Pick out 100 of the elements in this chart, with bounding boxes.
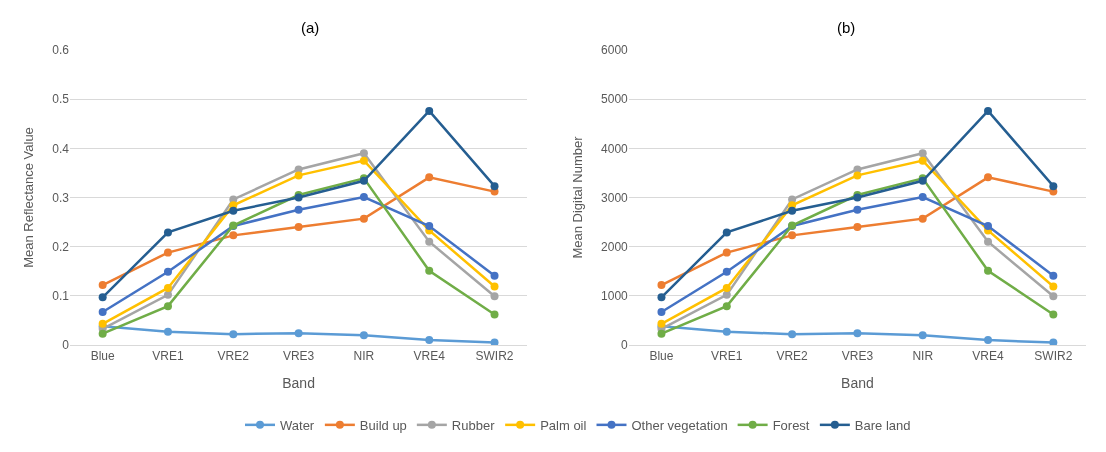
point [490,182,499,191]
point [425,237,434,246]
point [853,171,862,180]
y-tick-label: 0.1 [52,289,70,304]
point [657,329,666,338]
point [490,338,499,345]
point [98,293,107,302]
y-tick-label: 6000 [601,43,629,58]
point [425,266,434,275]
chart-title: (a) [301,19,320,36]
y-tick-label: 0.5 [52,92,70,107]
y-tick-label: 0 [62,338,70,353]
y-tick-label: 4000 [601,141,629,156]
y-tick-label: 0.2 [52,239,70,254]
point [425,336,434,345]
point [1049,292,1058,301]
y-tick-label: 0.3 [52,190,70,205]
point [918,156,927,165]
point [359,331,368,340]
x-tick-label: SWIR2 [1034,349,1073,364]
point [788,231,797,240]
point [1049,310,1058,319]
legend-label: Other vegetation [631,417,728,433]
legend-label: Palm oil [540,417,587,433]
x-tick-label: NIR [353,349,375,364]
point [1049,182,1058,191]
point [984,222,993,231]
x-tick-label: VRE4 [413,349,446,364]
point [294,329,303,338]
point [788,206,797,215]
point [853,223,862,231]
point [359,193,368,202]
point [984,336,993,345]
point [359,156,368,165]
y-tick-label: 0 [621,338,629,353]
y-tick-label: 0.4 [52,141,70,156]
point [163,290,172,299]
x-tick-label: VRE4 [972,349,1005,364]
point [918,149,927,158]
point [1049,338,1058,345]
y-axis-title: Mean Reflectance Value [21,127,37,268]
point [163,302,172,311]
x-tick-label: VRE2 [776,349,809,364]
y-tick-label: 2000 [601,239,629,254]
point [229,206,238,215]
point [229,330,238,339]
point [853,205,862,214]
point [853,329,862,338]
x-tick-label: SWIR2 [475,349,514,364]
legend-label: Bare land [854,417,911,433]
point [490,271,499,280]
x-tick-label: Blue [649,349,674,364]
point [984,266,993,275]
x-tick-label: VRE3 [841,349,874,364]
point [490,310,499,319]
point [918,214,927,223]
legend-label: Water [280,417,315,433]
point [722,248,731,257]
point [163,283,172,292]
legend-label: Rubber [451,417,496,433]
point [788,330,797,339]
y-tick-label: 0.6 [52,43,70,58]
point [490,292,499,301]
y-tick-label: 5000 [601,92,629,107]
point [98,281,107,290]
x-tick-label: VRE1 [152,349,184,364]
point [425,106,434,115]
point [657,293,666,302]
point [425,222,434,231]
point [722,290,731,299]
point [722,283,731,292]
point [359,214,368,223]
point [294,223,303,231]
point [98,308,107,317]
point [722,267,731,276]
point [163,327,172,336]
point [984,237,993,246]
legend-label: Build up [359,417,407,433]
point [722,327,731,336]
x-tick-label: NIR [912,349,934,364]
point [425,173,434,182]
x-axis-title: Band [282,374,315,391]
point [359,149,368,158]
x-tick-label: VRE1 [711,349,743,364]
x-tick-label: VRE2 [217,349,250,364]
point [657,281,666,290]
point [98,329,107,338]
point [163,248,172,257]
point [163,267,172,276]
point [657,308,666,317]
point [722,302,731,311]
point [918,331,927,340]
point [984,173,993,182]
point [1049,282,1058,291]
point [918,193,927,202]
point [294,171,303,180]
point [984,106,993,115]
y-tick-label: 1000 [601,289,629,304]
point [163,228,172,237]
y-axis-title: Mean Digital Number [570,135,586,259]
